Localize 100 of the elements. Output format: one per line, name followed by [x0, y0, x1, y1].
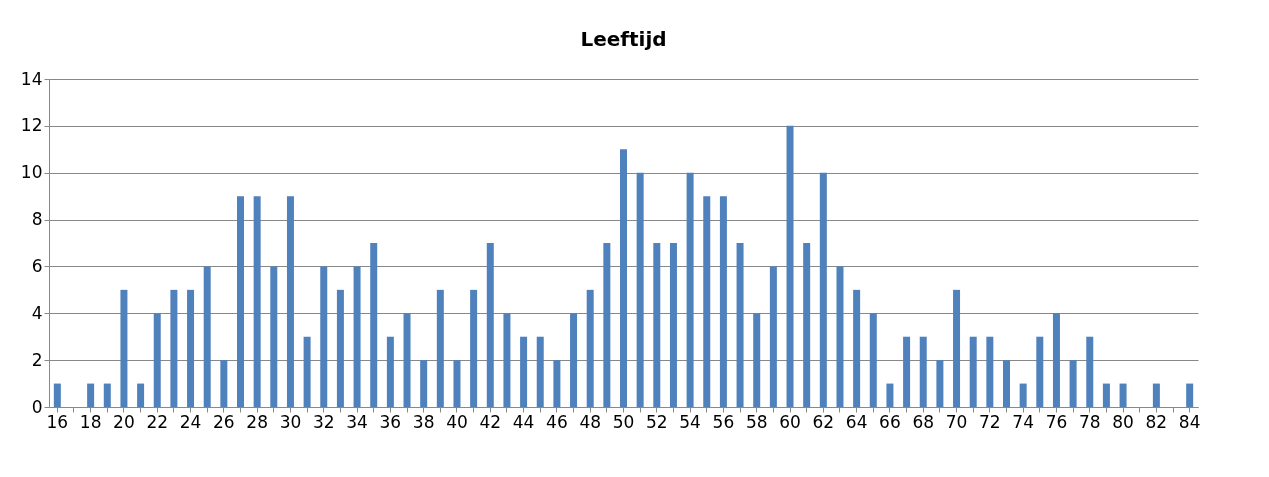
x-tick-label: 70 — [945, 411, 968, 432]
bar — [436, 289, 444, 407]
bar — [1102, 383, 1110, 407]
bar — [703, 196, 711, 407]
bar — [1052, 313, 1060, 407]
y-tick-label: 2 — [31, 349, 43, 370]
bar — [520, 336, 528, 407]
bar — [903, 336, 911, 407]
bar — [137, 383, 145, 407]
x-tick-label: 48 — [579, 411, 602, 432]
x-tick-label: 26 — [213, 411, 235, 432]
bar — [1069, 360, 1077, 407]
y-tick-label: 6 — [31, 255, 43, 276]
x-tick-label: 20 — [113, 411, 135, 432]
bar — [1036, 336, 1044, 407]
bar — [836, 266, 844, 407]
bar — [220, 360, 228, 407]
bar — [120, 289, 128, 407]
x-tick-label: 28 — [246, 411, 268, 432]
x-tick-label: 16 — [46, 411, 69, 432]
bar — [1186, 383, 1194, 407]
bar — [1152, 383, 1160, 407]
bar — [636, 172, 644, 407]
x-tick-label: 52 — [645, 411, 668, 432]
bar — [953, 289, 961, 407]
bar — [1119, 383, 1127, 407]
bar — [270, 266, 278, 407]
bar — [936, 360, 944, 407]
bar — [1086, 336, 1094, 407]
y-tick-label: 10 — [20, 162, 43, 183]
x-tick-label: 42 — [479, 411, 502, 432]
bar — [470, 289, 478, 407]
bar — [320, 266, 328, 407]
bar — [686, 172, 694, 407]
y-tick-label: 12 — [20, 115, 43, 136]
x-tick-label: 18 — [79, 411, 102, 432]
y-tick-label: 0 — [31, 396, 43, 417]
bar — [753, 313, 761, 407]
x-tick-label: 22 — [146, 411, 169, 432]
x-tick-label: 56 — [712, 411, 735, 432]
bar — [853, 289, 861, 407]
bar — [620, 149, 627, 407]
bar — [719, 196, 727, 407]
x-tick-label: 58 — [745, 411, 768, 432]
x-tick-label: 78 — [1078, 411, 1101, 432]
bar — [170, 289, 178, 407]
bar — [1003, 360, 1010, 407]
x-tick-label: 60 — [779, 411, 801, 432]
bar — [87, 383, 95, 407]
bar — [187, 289, 195, 407]
bar — [869, 313, 877, 407]
x-tick-label: 72 — [979, 411, 1001, 432]
x-tick-label: 32 — [312, 411, 335, 432]
bar — [303, 336, 311, 407]
y-tick-label: 4 — [31, 302, 43, 323]
bar — [353, 266, 361, 407]
bar — [453, 360, 461, 407]
x-tick-label: 74 — [1012, 411, 1034, 432]
x-tick-label: 24 — [179, 411, 202, 432]
x-tick-label: 38 — [412, 411, 435, 432]
bar — [803, 243, 811, 407]
bar — [819, 172, 827, 407]
bar — [586, 289, 594, 407]
bar — [653, 243, 661, 407]
x-tick-label: 80 — [1112, 411, 1134, 432]
x-tick-label: 54 — [679, 411, 701, 432]
y-tick-label: 14 — [20, 68, 43, 89]
x-tick-label: 44 — [512, 411, 535, 432]
bar — [1019, 383, 1027, 407]
bar — [286, 196, 294, 407]
x-tick-label: 34 — [346, 411, 368, 432]
bar — [403, 313, 411, 407]
bar — [386, 336, 394, 407]
bar — [553, 360, 561, 407]
x-tick-label: 36 — [379, 411, 402, 432]
bar — [53, 383, 61, 407]
y-tick-label: 8 — [31, 209, 43, 230]
x-tick-label: 66 — [879, 411, 901, 432]
x-tick-label: 68 — [912, 411, 935, 432]
bar — [736, 243, 744, 407]
chart-title: Leeftijd — [580, 27, 667, 51]
x-tick-label: 40 — [446, 411, 468, 432]
bar — [420, 360, 428, 407]
bar — [769, 266, 777, 407]
bar — [536, 336, 544, 407]
x-tick-label: 84 — [1178, 411, 1201, 432]
bar — [103, 383, 111, 407]
bar — [253, 196, 261, 407]
bar — [203, 266, 211, 407]
bar — [919, 336, 927, 407]
bar — [603, 243, 611, 407]
x-tick-label: 82 — [1145, 411, 1168, 432]
bar — [570, 313, 578, 407]
bar — [486, 243, 494, 407]
bar — [370, 243, 378, 407]
bar — [336, 289, 344, 407]
x-tick-label: 46 — [546, 411, 568, 432]
x-tick-label: 64 — [845, 411, 868, 432]
bar — [153, 313, 161, 407]
x-tick-label: 76 — [1045, 411, 1068, 432]
